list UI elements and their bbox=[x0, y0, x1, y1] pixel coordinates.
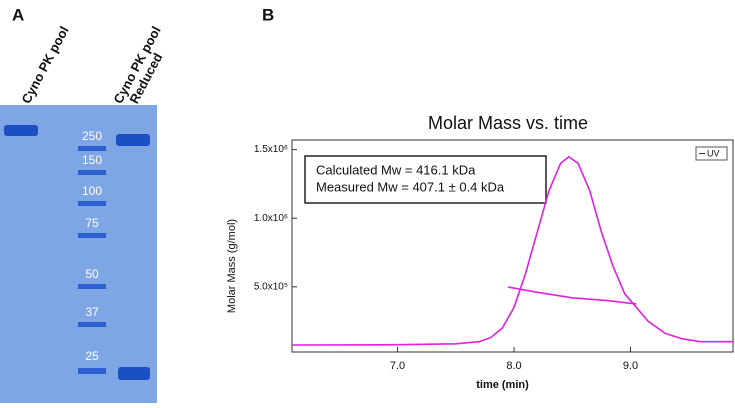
x-tick-label: 9.0 bbox=[623, 360, 638, 372]
legend-box bbox=[695, 146, 728, 161]
ladder-label: 150 bbox=[82, 153, 102, 167]
gel bbox=[0, 105, 157, 403]
ladder-label: 75 bbox=[85, 216, 99, 230]
gel-band bbox=[118, 367, 150, 380]
annotation: Measured Mw = 407.1 ± 0.4 kDa bbox=[316, 179, 505, 194]
plot-frame bbox=[291, 139, 734, 353]
x-tick-label: 7.0 bbox=[390, 360, 405, 372]
series-line bbox=[292, 155, 733, 346]
x-tick-label: 8.0 bbox=[506, 360, 521, 372]
y-axis-label: Molar Mass (g/mol) bbox=[226, 219, 238, 313]
chart: Molar Mass vs. time 7.0 8.0 9.0 5.0x10⁵ 1.0x1… bbox=[226, 113, 734, 391]
y-tick-label: 1.0x10⁶ bbox=[254, 213, 288, 224]
legend-entry: UV bbox=[707, 148, 720, 158]
ladder-label: 100 bbox=[82, 184, 102, 198]
chart-title: Molar Mass vs. time bbox=[428, 113, 588, 133]
ladder-label: 25 bbox=[85, 349, 99, 363]
gel-band bbox=[4, 125, 38, 136]
y-tick-label: 1.5x10⁶ bbox=[254, 144, 288, 155]
panel-label: A bbox=[12, 5, 24, 24]
lane-label: Cyno PK pool bbox=[18, 24, 71, 106]
ladder-bands bbox=[78, 146, 106, 374]
series-line bbox=[508, 286, 637, 305]
gel-band bbox=[116, 134, 150, 146]
y-tick-label: 5.0x10⁵ bbox=[254, 281, 288, 292]
ladder-labels: 250 150 100 75 50 37 25 bbox=[82, 129, 102, 363]
x-axis-label: time (min) bbox=[476, 379, 529, 391]
ladder-label: 50 bbox=[85, 267, 99, 281]
panel-label: B bbox=[262, 5, 274, 24]
annotation: Calculated Mw = 416.1 kDa bbox=[316, 162, 476, 177]
annotation-box bbox=[304, 155, 547, 204]
ladder-label: 37 bbox=[85, 305, 99, 319]
ladder-label: 250 bbox=[82, 129, 102, 143]
